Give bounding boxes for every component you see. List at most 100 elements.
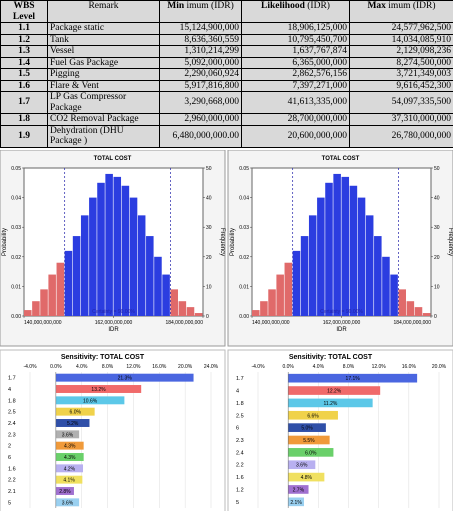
x-tick-label: 8.0% — [102, 364, 114, 370]
y-tick-label: 0.03 — [239, 225, 249, 231]
y2-tick-label: 50 — [434, 166, 440, 172]
x-tick-label: 184,000,000,000 — [165, 320, 203, 326]
value-label: 5.2% — [67, 421, 79, 427]
histogram-bar — [80, 214, 89, 316]
bar — [55, 395, 125, 404]
histogram-bar — [129, 197, 138, 316]
histogram-bar — [414, 306, 423, 316]
histogram-bar — [284, 262, 293, 316]
y-tick-label: 0.04 — [11, 195, 21, 201]
histogram-bar — [186, 306, 195, 316]
table-cell: 6,480,000,000.00 — [159, 124, 242, 148]
histogram-bar — [260, 300, 268, 316]
histogram-bar — [292, 250, 301, 316]
category-label: 2.4 — [8, 421, 16, 427]
table-cell: 2,862,576,156 — [241, 68, 350, 81]
table-cell: 2,129,098,236 — [349, 45, 453, 58]
category-label: 1.8 — [236, 400, 244, 406]
category-label: 2.5 — [236, 413, 244, 419]
y2-tick-label: 0 — [434, 314, 437, 320]
histogram-bar — [398, 288, 406, 316]
y2-tick-label: 0 — [206, 314, 209, 320]
histogram-bar — [268, 288, 276, 316]
bar — [55, 475, 83, 484]
value-label: 5.5% — [303, 438, 315, 444]
y-tick-label: 0.02 — [11, 254, 21, 260]
x-tick-label: 16.0% — [152, 364, 167, 370]
value-label: 4.2% — [64, 466, 76, 472]
chart-title: Sensitivity: TOTAL COST — [61, 354, 145, 361]
y-tick-label: 0.05 — [11, 166, 21, 172]
header-bold: Likelihood — [261, 1, 305, 11]
category-label: 2.2 — [8, 477, 16, 483]
bar — [55, 497, 80, 506]
y-axis-label: Probability — [230, 227, 236, 255]
header-text: imum (IDR) — [388, 1, 436, 11]
table-cell: 1.4 — [0, 56, 48, 69]
histogram-bar — [48, 274, 56, 316]
table-cell: Tank — [47, 33, 160, 46]
header-cell: Remark — [47, 0, 160, 23]
x-tick-label: 8.0% — [343, 364, 355, 370]
y2-tick-label: 10 — [206, 284, 212, 290]
table-cell: 3,290,668,000 — [159, 91, 242, 114]
value-label: 6.6% — [307, 413, 319, 419]
header-cell: Max imum (IDR) — [349, 0, 453, 23]
x-tick-label: 24.0% — [204, 364, 219, 370]
bar — [55, 441, 84, 450]
histogram-bar — [24, 309, 32, 316]
bar — [288, 484, 309, 494]
histogram-bar — [382, 256, 390, 316]
histogram-bar — [113, 176, 122, 316]
table-cell: 15,124,900,000 — [159, 22, 242, 35]
category-label: 2 — [8, 443, 11, 449]
table-row: 1.4 Fuel Gas Package 5,092,000,000 6,365,00… — [0, 56, 453, 69]
x-tick-label: -4.0% — [251, 364, 265, 370]
value-label: 3.6% — [62, 500, 74, 506]
histogram-bar — [422, 312, 431, 316]
y2-tick-label: 50 — [206, 166, 212, 172]
histogram-bar — [365, 214, 374, 316]
category-label: 1.7 — [236, 376, 244, 382]
histogram-bar — [162, 274, 170, 316]
table-cell: 14,034,085,910 — [349, 33, 453, 46]
header-row: WBS Level Remark Min imum (IDR) Likelihood … — [0, 0, 453, 23]
table-row: 1.7 LP Gas Compressor Package 3,290,668,00… — [0, 91, 453, 114]
value-label: 12.2% — [327, 388, 342, 394]
header-bold: WBS Level — [12, 1, 36, 22]
table-cell: 18,906,125,000 — [241, 22, 350, 35]
y2-tick-label: 20 — [206, 254, 212, 260]
x-tick-label: 12.0% — [126, 364, 141, 370]
table-cell: 1.2 — [0, 33, 48, 46]
table-cell: 1.5 — [0, 68, 48, 81]
x-tick-label: 162,000,000,000 — [323, 320, 361, 326]
bar — [288, 435, 330, 444]
table-cell: CO2 Removal Package — [47, 113, 160, 126]
header-cell: Likelihood (IDR) — [241, 0, 350, 23]
y2-tick-label: 20 — [434, 254, 440, 260]
header-cell: Min imum (IDR) — [159, 0, 242, 23]
chart-title: TOTAL COST — [322, 156, 360, 162]
table-cell: Fuel Gas Package — [47, 56, 160, 69]
category-label: 2.3 — [236, 438, 244, 444]
cost-table: WBS Level Remark Min imum (IDR) Likelihood … — [0, 0, 453, 148]
histogram-bar — [406, 300, 415, 316]
table-cell: 26,780,000,000 — [349, 124, 453, 148]
y-tick-label: 0.03 — [11, 225, 21, 231]
table-row: 1.3 Vessel 1,310,214,299 1,637,767,874 2,129… — [0, 45, 453, 58]
bar — [288, 398, 373, 407]
category-label: 2.1 — [8, 489, 16, 495]
header-text: imum (IDR) — [186, 1, 234, 11]
histogram-bar — [390, 274, 398, 316]
histogram-bar — [357, 197, 366, 316]
table-cell: 5,092,000,000 — [159, 56, 242, 69]
histogram-bar — [89, 197, 97, 316]
category-label: 6 — [236, 425, 239, 431]
table-cell: 20,600,000,000 — [241, 124, 350, 148]
histogram-bar — [137, 214, 146, 316]
x-tick-label: 140,000,000,000 — [252, 320, 290, 326]
header-text: Remark — [88, 1, 119, 11]
chart-title: TOTAL COST — [94, 156, 132, 162]
x-axis-label: IDR — [108, 327, 119, 333]
x-tick-label: 184,000,000,000 — [393, 320, 431, 326]
